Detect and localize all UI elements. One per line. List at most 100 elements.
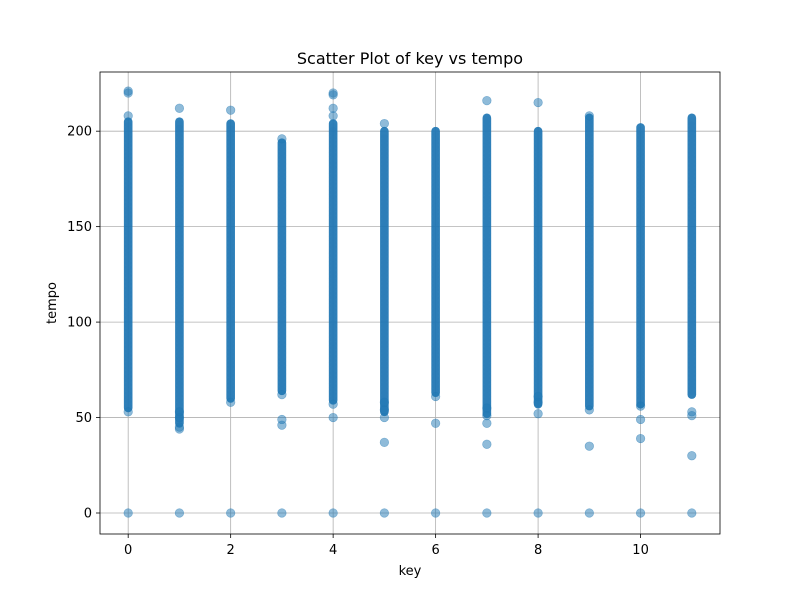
data-point xyxy=(380,247,389,257)
data-point xyxy=(533,97,543,108)
data-point xyxy=(277,289,287,299)
data-point xyxy=(277,352,287,362)
data-point xyxy=(123,118,133,127)
data-point xyxy=(687,293,697,303)
data-point xyxy=(533,139,543,149)
y-axis-label: tempo xyxy=(45,282,60,324)
data-point xyxy=(123,378,133,388)
data-point xyxy=(123,273,133,283)
data-point xyxy=(636,391,645,401)
data-point xyxy=(482,220,492,230)
data-point xyxy=(533,336,543,346)
data-point xyxy=(687,344,697,353)
data-point xyxy=(380,159,389,169)
data-point xyxy=(687,323,697,332)
data-point xyxy=(533,374,543,384)
data-point xyxy=(636,370,645,380)
data-point xyxy=(431,367,440,377)
data-point xyxy=(277,390,287,400)
data-point xyxy=(380,260,389,270)
data-point xyxy=(636,185,645,195)
data-point xyxy=(482,128,492,137)
data-point xyxy=(431,418,441,428)
data-point xyxy=(226,397,236,407)
data-point xyxy=(123,122,133,131)
data-point xyxy=(328,219,338,229)
data-point xyxy=(533,290,543,300)
dense-point-column xyxy=(226,119,235,403)
data-point xyxy=(482,275,492,284)
data-point xyxy=(328,232,338,241)
data-point xyxy=(687,285,697,294)
data-point xyxy=(431,275,440,284)
data-point xyxy=(482,321,492,330)
data-point xyxy=(277,243,287,253)
data-point xyxy=(482,403,492,413)
data-point xyxy=(380,138,389,148)
data-point xyxy=(585,309,594,318)
data-point xyxy=(380,155,389,165)
data-point xyxy=(380,180,389,190)
data-point xyxy=(687,302,697,311)
data-point xyxy=(636,206,645,216)
data-point xyxy=(328,337,338,346)
data-point xyxy=(380,319,389,328)
data-point xyxy=(482,228,492,238)
data-point xyxy=(431,254,440,263)
plot-frame xyxy=(99,71,721,535)
data-point xyxy=(328,186,338,195)
data-point xyxy=(585,313,594,323)
data-point xyxy=(226,356,235,365)
data-point xyxy=(431,380,440,389)
data-point xyxy=(380,348,389,358)
data-point xyxy=(380,281,389,291)
data-point xyxy=(533,227,543,237)
data-point xyxy=(431,270,440,280)
data-point xyxy=(636,349,645,359)
data-point xyxy=(687,171,697,181)
data-point xyxy=(533,215,543,224)
data-point xyxy=(687,234,697,244)
data-point xyxy=(533,307,543,317)
data-point xyxy=(431,508,441,518)
data-point xyxy=(687,205,697,215)
data-point xyxy=(123,407,133,417)
data-point xyxy=(585,338,594,348)
data-point xyxy=(226,200,235,210)
data-point xyxy=(636,328,645,338)
data-point xyxy=(636,143,645,153)
data-point xyxy=(636,194,645,203)
data-point xyxy=(123,340,133,350)
data-point xyxy=(533,362,543,371)
data-point xyxy=(431,329,440,339)
data-point xyxy=(431,258,440,267)
data-point xyxy=(585,174,594,184)
data-point xyxy=(585,246,594,255)
data-point xyxy=(328,345,338,355)
data-point xyxy=(482,359,492,368)
data-point xyxy=(533,189,543,199)
data-point xyxy=(175,259,184,268)
data-point xyxy=(123,134,133,144)
data-point xyxy=(585,326,594,335)
data-point xyxy=(175,355,184,365)
x-tick-label: 2 xyxy=(227,543,235,558)
data-point xyxy=(123,126,133,136)
data-point xyxy=(226,368,235,378)
data-point xyxy=(431,178,440,188)
data-point xyxy=(123,302,133,312)
data-point xyxy=(277,201,287,211)
data-point xyxy=(328,286,338,296)
data-point xyxy=(482,266,492,276)
data-point xyxy=(585,195,594,205)
data-point xyxy=(585,162,594,171)
data-point xyxy=(123,298,133,308)
data-point xyxy=(277,134,287,144)
data-point xyxy=(380,142,389,152)
data-point xyxy=(585,359,594,369)
data-point xyxy=(533,378,543,388)
data-point xyxy=(482,287,492,297)
data-point xyxy=(226,167,235,176)
data-point xyxy=(175,213,184,222)
data-point xyxy=(431,165,440,175)
